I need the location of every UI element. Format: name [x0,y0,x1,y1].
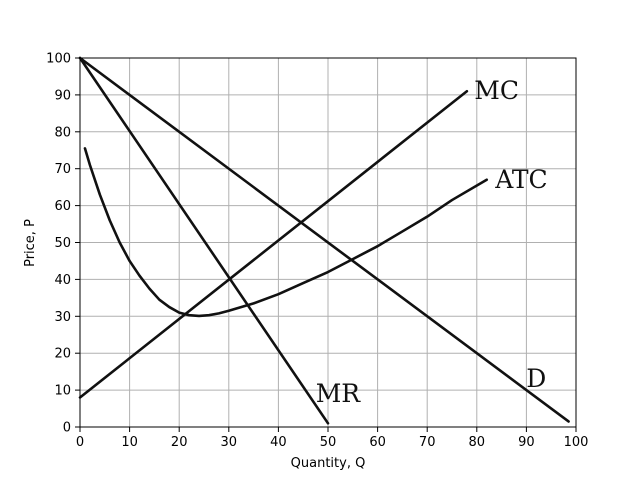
x-tick-label: 90 [518,435,535,450]
x-tick-label: 20 [171,435,188,450]
x-tick-label: 50 [320,435,337,450]
atc-curve [83,147,489,318]
x-tick-label: 10 [121,435,138,450]
y-axis-label: Price, P [23,219,38,267]
y-tick-label: 20 [54,347,71,362]
x-tick-label: 30 [221,435,238,450]
x-tick-label: 80 [469,435,486,450]
x-tick-label: 60 [369,435,386,450]
y-axis-ticks: 0 10 20 30 40 50 60 70 80 90 100 [46,52,80,436]
y-tick-label: 60 [54,199,71,214]
x-axis-ticks: 0 10 20 30 40 50 60 70 80 90 100 [76,427,589,450]
x-axis-label: Quantity, Q [291,456,366,471]
x-tick-label: 70 [419,435,436,450]
y-tick-label: 40 [54,273,71,288]
mc-curve-label: MC [474,76,519,105]
mr-curve-label: MR [316,379,362,408]
d-curve [78,56,570,423]
curve-labels: MC ATC D MR [316,76,548,408]
x-tick-label: 0 [76,435,84,450]
y-tick-label: 10 [54,384,71,399]
y-tick-label: 70 [54,162,71,177]
mr-curve [78,56,330,425]
atc-curve-label: ATC [494,165,548,194]
y-tick-label: 90 [54,88,71,103]
y-tick-label: 30 [54,310,71,325]
mc-curve [78,89,469,399]
y-tick-label: 100 [46,52,71,67]
x-tick-label: 100 [564,435,589,450]
d-curve-label: D [526,364,546,393]
curves [78,56,570,425]
x-tick-label: 40 [270,435,287,450]
y-tick-label: 0 [63,421,71,436]
y-tick-label: 80 [54,125,71,140]
y-tick-label: 50 [54,236,71,251]
